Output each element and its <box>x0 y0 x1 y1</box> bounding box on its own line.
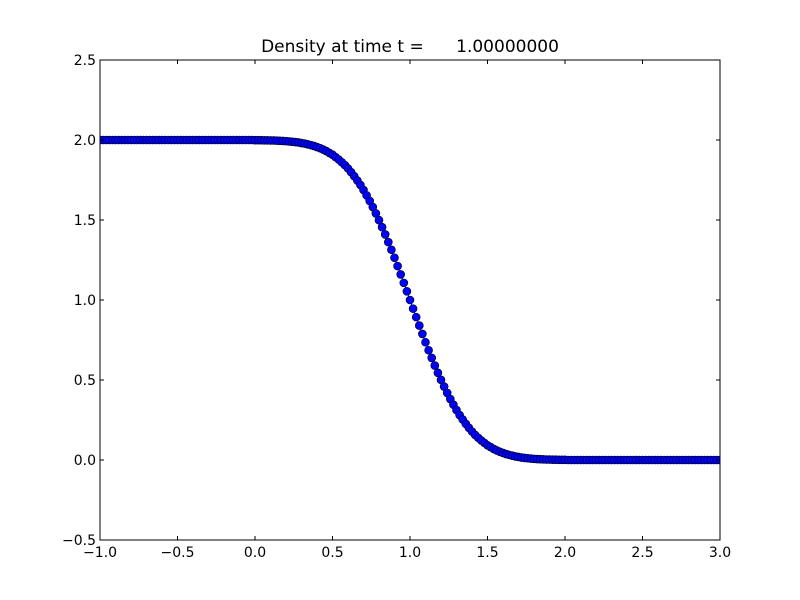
data-point <box>390 253 399 263</box>
x-tick-label: 0.5 <box>321 545 343 561</box>
data-point <box>374 215 384 225</box>
data-point <box>396 270 406 279</box>
x-tick-label: 3.0 <box>709 545 731 561</box>
chart-title: Density at time t = 1.00000000 <box>261 37 559 57</box>
data-point <box>405 295 415 305</box>
data-point <box>418 329 427 339</box>
y-tick-label: 2.0 <box>74 133 96 149</box>
data-point <box>393 261 402 271</box>
data-point <box>380 230 390 239</box>
y-tick-label: 0.5 <box>74 373 96 389</box>
data-point <box>387 245 396 255</box>
data-point <box>383 237 393 247</box>
data-point <box>411 312 421 322</box>
data-point <box>424 345 433 355</box>
x-tick-label: 0.0 <box>244 545 266 561</box>
data-point <box>414 321 424 330</box>
x-tick-label: 1.5 <box>476 545 498 561</box>
x-tick-label: 1.0 <box>399 545 421 561</box>
x-tick-label: −0.5 <box>161 545 195 561</box>
data-point <box>427 353 437 363</box>
x-tick-label: −1.0 <box>83 545 117 561</box>
data-point <box>430 361 440 370</box>
y-tick-label: −0.5 <box>62 533 96 549</box>
data-point <box>433 368 443 378</box>
data-point <box>408 304 418 313</box>
y-tick-label: 2.5 <box>74 53 96 69</box>
density-series <box>100 135 720 465</box>
data-point <box>402 287 412 296</box>
x-tick-label: 2.0 <box>554 545 576 561</box>
x-tick-label: 2.5 <box>631 545 653 561</box>
y-tick-label: 1.5 <box>74 213 96 229</box>
axes-frame <box>99 59 721 541</box>
y-tick-label: 1.0 <box>74 293 96 309</box>
data-point <box>399 278 409 288</box>
y-tick-label: 0.0 <box>74 453 96 469</box>
axis-tick-labels: −1.0 −0.5 0.0 0.5 1.0 1.5 2.0 2.5 3.0−0.50.00.51… <box>62 53 731 561</box>
data-point <box>421 337 430 347</box>
data-point <box>377 222 387 232</box>
